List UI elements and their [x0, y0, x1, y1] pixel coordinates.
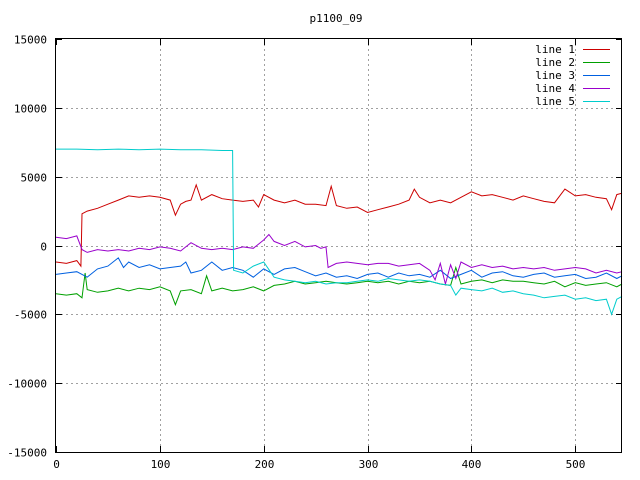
- series-line-4: [55, 233, 623, 286]
- x-tick-label: 400: [462, 458, 482, 471]
- legend-label: line 3: [535, 69, 575, 82]
- y-tick-label: 5000: [21, 172, 48, 185]
- x-tick-label: 500: [566, 458, 586, 471]
- plot-area-frame: [55, 38, 622, 453]
- x-tick-label: 0: [53, 458, 60, 471]
- y-tick-label: 10000: [14, 103, 47, 116]
- y-tick-label: 0: [40, 241, 47, 254]
- series-line-2: [55, 265, 623, 307]
- y-tick-label: -10000: [7, 378, 47, 391]
- x-axis: 0 100 200 300 400 500: [53, 39, 585, 471]
- legend-label: line 1: [535, 43, 575, 56]
- series-line-3: [55, 257, 623, 280]
- series-group: [55, 148, 623, 316]
- x-tick-label: 300: [359, 458, 379, 471]
- legend-label: line 5: [535, 95, 575, 108]
- y-tick-label: -15000: [7, 447, 47, 460]
- grid: [56, 39, 622, 452]
- legend-label: line 4: [535, 82, 575, 95]
- legend-label: line 2: [535, 56, 575, 69]
- chart-title: p1100_09: [310, 12, 363, 25]
- x-tick-label: 200: [255, 458, 275, 471]
- y-tick-label: -5000: [14, 309, 47, 322]
- series-line-1: [55, 183, 623, 268]
- x-tick-label: 100: [151, 458, 171, 471]
- y-tick-label: 15000: [14, 34, 47, 47]
- series-line-5: [56, 148, 623, 316]
- y-axis: -15000 -10000 -5000 0 5000 10000 15000: [7, 34, 622, 460]
